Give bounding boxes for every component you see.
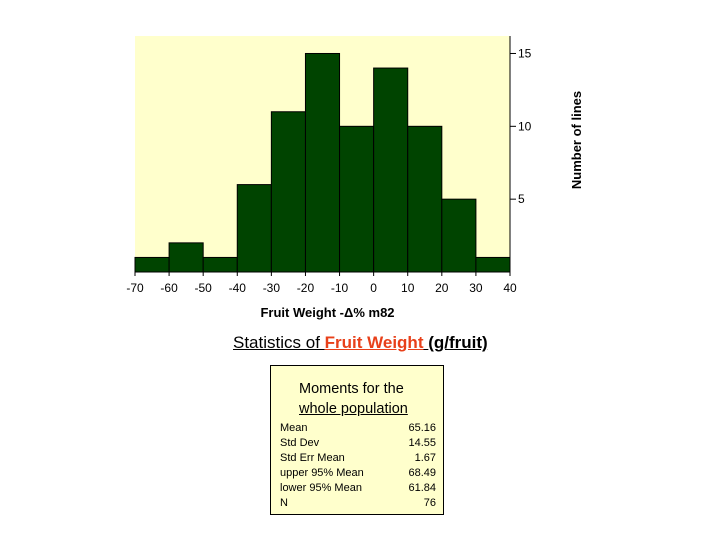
stat-value: 65.16 (408, 422, 436, 434)
histogram-bar (339, 125, 375, 273)
y-tick-label: 10 (518, 119, 532, 133)
stat-label: N (280, 497, 288, 509)
stat-value: 61.84 (408, 482, 436, 494)
x-tick-label: -70 (126, 281, 144, 295)
stat-label: Mean (280, 422, 308, 434)
histogram-chart: -70 -60 -50 -40 -30 -20 -10 0 10 20 30 40 5 10 15 Fru… (126, 36, 584, 320)
histogram-bar (304, 52, 341, 273)
histogram-bar (168, 242, 204, 273)
stat-row: Std Err Mean 1.67 (280, 451, 436, 466)
stat-row: upper 95% Mean 68.49 (280, 466, 436, 481)
moments-title-line1: Moments for the (299, 381, 404, 397)
x-tick-label: -60 (160, 281, 178, 295)
stats-heading-unit: (g/fruit) (428, 333, 488, 352)
stat-row: N 76 (280, 496, 436, 511)
stat-value: 1.67 (414, 452, 436, 464)
stat-value: 76 (423, 497, 436, 509)
stat-label: lower 95% Mean (280, 482, 362, 494)
y-tick-label: 15 (518, 46, 532, 60)
stats-heading-highlight: Fruit Weight (324, 333, 424, 352)
y-tick-label: 5 (518, 192, 525, 206)
histogram-bar (407, 125, 443, 273)
x-tick-label: -10 (331, 281, 349, 295)
x-tick-label: 0 (370, 281, 377, 295)
x-tick-label: 10 (401, 281, 415, 295)
histogram-bar (236, 184, 272, 273)
stat-label: upper 95% Mean (280, 467, 364, 479)
histogram-bar (202, 256, 238, 273)
x-tick-label: -30 (263, 281, 281, 295)
histogram-bar (134, 256, 170, 273)
stats-heading-prefix: Statistics of (233, 333, 325, 352)
x-tick-label: -50 (195, 281, 213, 295)
stats-heading: Statistics of Fruit Weight (g/fruit) (233, 333, 488, 353)
x-tick-label: 30 (469, 281, 483, 295)
moments-title-line2: whole population (299, 401, 408, 417)
y-axis-title: Number of lines (569, 91, 584, 189)
x-tick-label: -40 (229, 281, 247, 295)
stat-row: lower 95% Mean 61.84 (280, 481, 436, 496)
x-tick-label: 40 (503, 281, 517, 295)
stat-label: Std Dev (280, 437, 320, 449)
histogram-bar (475, 256, 511, 273)
stat-value: 14.55 (408, 437, 436, 449)
stat-row: Mean 65.16 (280, 421, 436, 436)
histogram-bar (441, 198, 477, 273)
x-axis-title: Fruit Weight -Δ% m82 (260, 305, 394, 320)
stat-row: Std Dev 14.55 (280, 436, 436, 451)
moments-title: Moments for the whole population (299, 379, 408, 419)
stat-label: Std Err Mean (280, 452, 345, 464)
stat-value: 68.49 (408, 467, 436, 479)
x-tick-label: 20 (435, 281, 449, 295)
moments-table: Mean 65.16 Std Dev 14.55 Std Err Mean 1.67 upp… (280, 421, 436, 511)
histogram-bar (373, 67, 409, 273)
x-tick-label: -20 (297, 281, 315, 295)
histogram-bar (270, 111, 306, 273)
moments-box: Moments for the whole population Mean 65.… (270, 365, 444, 515)
